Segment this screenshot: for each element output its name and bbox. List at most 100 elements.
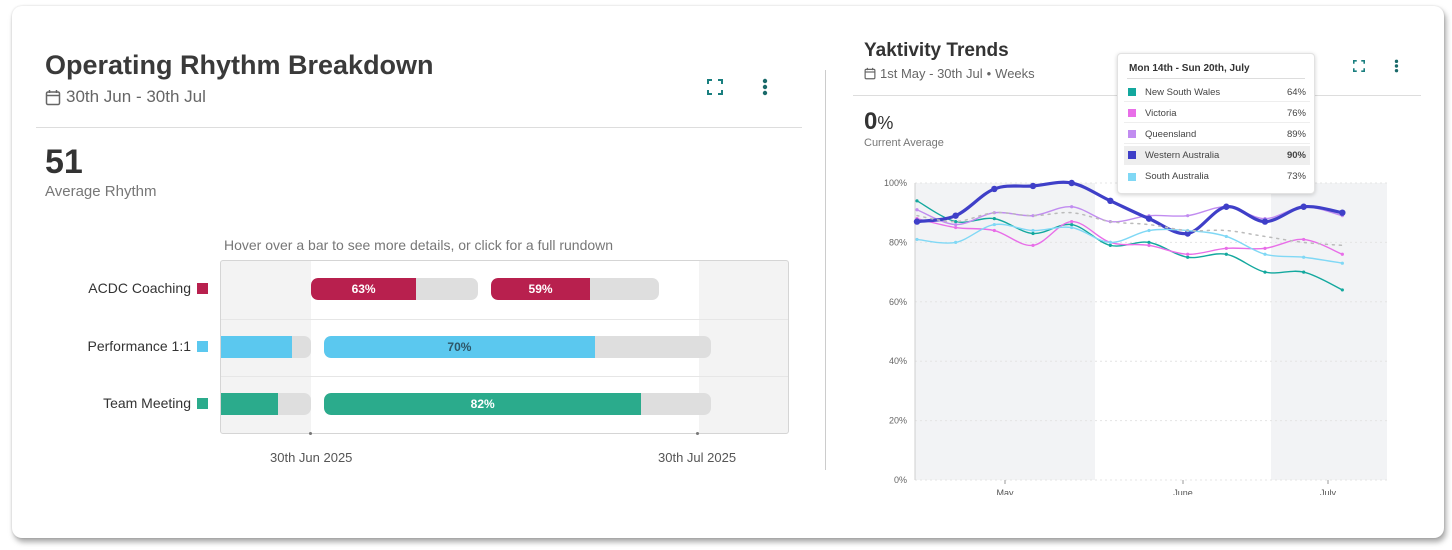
trends-date-label: 1st May - 30th Jul bbox=[880, 66, 983, 81]
tooltip-row-value: 73% bbox=[1286, 171, 1306, 182]
trends-more-options-button[interactable] bbox=[1385, 55, 1407, 77]
series-point-new-south-wales bbox=[915, 199, 919, 203]
series-point-western-australia bbox=[1107, 197, 1114, 205]
x-tick bbox=[309, 432, 312, 435]
tooltip-swatch bbox=[1128, 88, 1136, 96]
team-meeting-bar-1[interactable] bbox=[221, 393, 311, 415]
chart-tooltip: Mon 14th - Sun 20th, July New South Wale… bbox=[1117, 53, 1315, 194]
series-point-new-south-wales bbox=[1340, 288, 1344, 292]
performance-bar-2-fill: 70% bbox=[324, 336, 595, 358]
x-tick bbox=[696, 432, 699, 435]
series-point-new-south-wales bbox=[1263, 270, 1267, 274]
tooltip-swatch bbox=[1128, 151, 1136, 159]
tooltip-row-highlighted: Western Australia 90% bbox=[1124, 146, 1310, 165]
tooltip-row: South Australia 73% bbox=[1124, 167, 1310, 186]
tooltip-row-name: Queensland bbox=[1145, 128, 1197, 140]
series-point-victoria bbox=[1031, 243, 1035, 247]
tooltip-swatch bbox=[1128, 109, 1136, 117]
trends-expand-button[interactable] bbox=[1348, 55, 1370, 77]
series-point-south-australia bbox=[1263, 252, 1267, 256]
series-point-victoria bbox=[1340, 252, 1344, 256]
series-point-south-australia bbox=[1070, 225, 1074, 230]
x-tick-label: May bbox=[996, 488, 1014, 495]
series-line-western-australia bbox=[915, 180, 1344, 236]
series-point-queensland bbox=[954, 222, 958, 227]
more-vertical-icon bbox=[762, 78, 768, 96]
series-point-queensland bbox=[1186, 214, 1190, 218]
series-point-western-australia bbox=[952, 212, 959, 219]
y-tick-label: 100% bbox=[884, 178, 907, 188]
date-range: 30th Jun - 30th Jul bbox=[45, 87, 206, 107]
page-title: Operating Rhythm Breakdown bbox=[45, 50, 434, 80]
more-vertical-icon bbox=[1394, 59, 1398, 73]
category-name: Team Meeting bbox=[103, 395, 191, 411]
tooltip-row-value: 76% bbox=[1286, 107, 1306, 119]
y-tick-label: 40% bbox=[889, 356, 907, 366]
series-line-victoria bbox=[916, 217, 1344, 255]
performance-bar-1[interactable] bbox=[221, 336, 311, 358]
category-swatch bbox=[197, 397, 208, 409]
tooltip-row-name: Victoria bbox=[1145, 107, 1177, 119]
date-range-label: 30th Jun - 30th Jul bbox=[66, 87, 206, 106]
more-options-button[interactable] bbox=[754, 76, 776, 98]
category-label-acdc: ACDC Coaching bbox=[28, 280, 208, 296]
series-point-victoria bbox=[954, 225, 958, 230]
x-tick-label: 30th Jun 2025 bbox=[270, 450, 353, 465]
performance-bar-1-fill bbox=[221, 336, 293, 358]
expand-icon bbox=[707, 79, 723, 95]
series-point-western-australia bbox=[1184, 230, 1191, 237]
tooltip-row-value: 90% bbox=[1286, 149, 1306, 161]
series-point-south-australia bbox=[992, 222, 996, 227]
series-line-queensland bbox=[916, 206, 1344, 226]
tooltip-row-name: Western Australia bbox=[1145, 149, 1220, 161]
series-point-new-south-wales bbox=[1147, 240, 1151, 244]
series-point-queensland bbox=[1070, 205, 1074, 209]
category-name: Performance 1:1 bbox=[87, 338, 192, 354]
series-point-south-australia bbox=[1147, 228, 1151, 233]
current-average-unit: % bbox=[877, 113, 894, 133]
chart-hint: Hover over a bar to see more details, or… bbox=[224, 237, 614, 253]
tooltip-swatch bbox=[1128, 172, 1136, 181]
average-rhythm-label: Average Rhythm bbox=[45, 183, 157, 200]
x-tick-label: June bbox=[1173, 488, 1193, 495]
series-point-south-australia bbox=[954, 240, 958, 244]
category-label-team-meeting: Team Meeting bbox=[28, 395, 208, 411]
series-point-new-south-wales bbox=[954, 220, 958, 224]
series-point-western-australia bbox=[1300, 203, 1307, 210]
separator-bullet: • bbox=[986, 66, 992, 81]
tooltip-row-value: 64% bbox=[1286, 86, 1306, 98]
series-point-western-australia bbox=[1029, 182, 1037, 190]
team-meeting-bar-2[interactable]: 82% bbox=[324, 393, 711, 415]
acdc-bar-1[interactable]: 63% bbox=[311, 278, 478, 300]
category-name: ACDC Coaching bbox=[88, 280, 191, 296]
header-divider bbox=[36, 127, 802, 128]
trends-line-chart[interactable]: 0% 20% 40% 60% 80% 100% May June July bbox=[860, 170, 1395, 495]
expand-button[interactable] bbox=[704, 76, 726, 98]
series-point-queensland bbox=[1031, 214, 1035, 218]
shaded-band bbox=[915, 183, 1095, 480]
series-point-western-australia bbox=[913, 218, 921, 225]
series-point-new-south-wales bbox=[992, 217, 996, 221]
expand-icon bbox=[1353, 60, 1365, 72]
performance-bar-2[interactable]: 70% bbox=[324, 336, 711, 358]
tooltip-row: New South Wales 64% bbox=[1124, 83, 1310, 102]
series-point-victoria bbox=[1302, 237, 1306, 242]
rhythm-bar-chart: 63% 59% 70% 82% bbox=[220, 260, 789, 434]
acdc-bar-2[interactable]: 59% bbox=[491, 278, 659, 300]
series-point-south-australia bbox=[1224, 234, 1228, 239]
tooltip-title: Mon 14th - Sun 20th, July bbox=[1129, 63, 1250, 74]
tooltip-divider bbox=[1127, 78, 1305, 79]
series-point-south-australia bbox=[1031, 228, 1035, 233]
calendar-icon bbox=[45, 89, 61, 105]
series-point-new-south-wales bbox=[1031, 231, 1035, 236]
series-point-western-australia bbox=[1068, 179, 1075, 187]
series-point-south-australia bbox=[915, 237, 919, 242]
trends-date-range: 1st May - 30th Jul • Weeks bbox=[864, 66, 1035, 81]
tooltip-row-name: South Australia bbox=[1145, 171, 1209, 182]
x-tick-label: July bbox=[1320, 488, 1337, 495]
granularity-label: Weeks bbox=[995, 66, 1035, 81]
series-point-western-australia bbox=[1145, 215, 1153, 222]
y-tick-label: 0% bbox=[894, 475, 907, 485]
x-tick-label: 30th Jul 2025 bbox=[658, 450, 737, 465]
tooltip-swatch bbox=[1128, 130, 1136, 138]
